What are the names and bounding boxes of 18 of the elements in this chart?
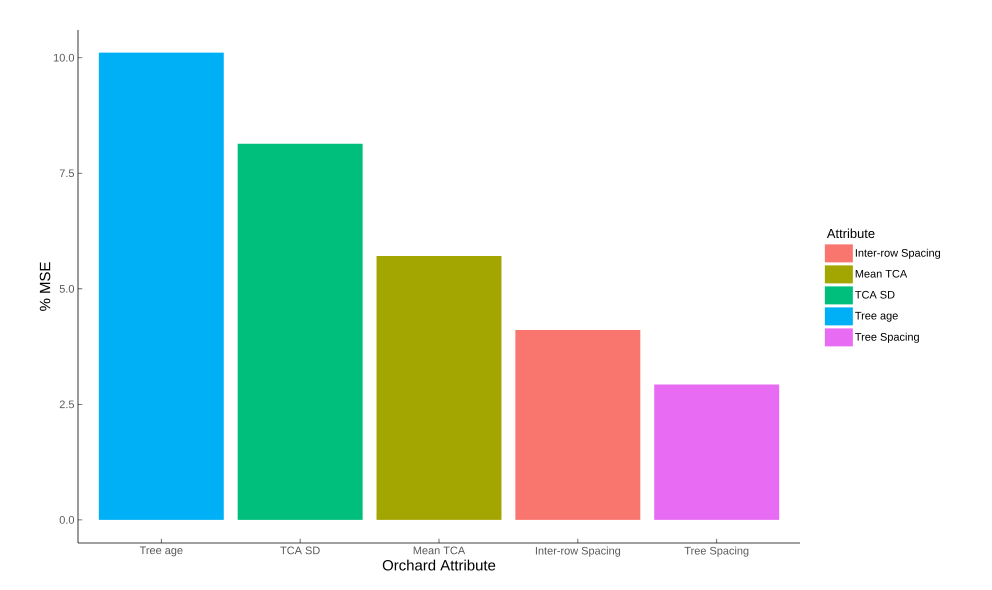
- legend-title: Attribute: [826, 228, 874, 238]
- legend-label: TCA SD: [855, 290, 894, 299]
- x-tick-label: Tree age: [140, 546, 183, 556]
- legend-label: Tree age: [855, 312, 898, 322]
- legend-label: Mean TCA: [856, 270, 908, 278]
- legend-label: Inter-row Spacing: [856, 248, 940, 259]
- y-tick-label: 10.0: [54, 54, 74, 62]
- x-tick-label: Mean TCA: [414, 546, 466, 554]
- y-tick-label: 0.0: [60, 516, 74, 524]
- y-tick-label: 5.0: [60, 284, 74, 293]
- legend-label: Tree Spacing: [855, 332, 919, 343]
- y-tick-label: 2.5: [60, 400, 74, 408]
- x-tick-label: Tree Spacing: [684, 546, 748, 557]
- y-tick-label: 7.5: [60, 169, 74, 178]
- x-axis-title: Orchard Attribute: [382, 560, 496, 571]
- y-axis-title: % MSE: [40, 262, 50, 311]
- x-tick-label: Inter-row Spacing: [536, 546, 620, 557]
- x-tick-label: TCA SD: [280, 546, 320, 554]
